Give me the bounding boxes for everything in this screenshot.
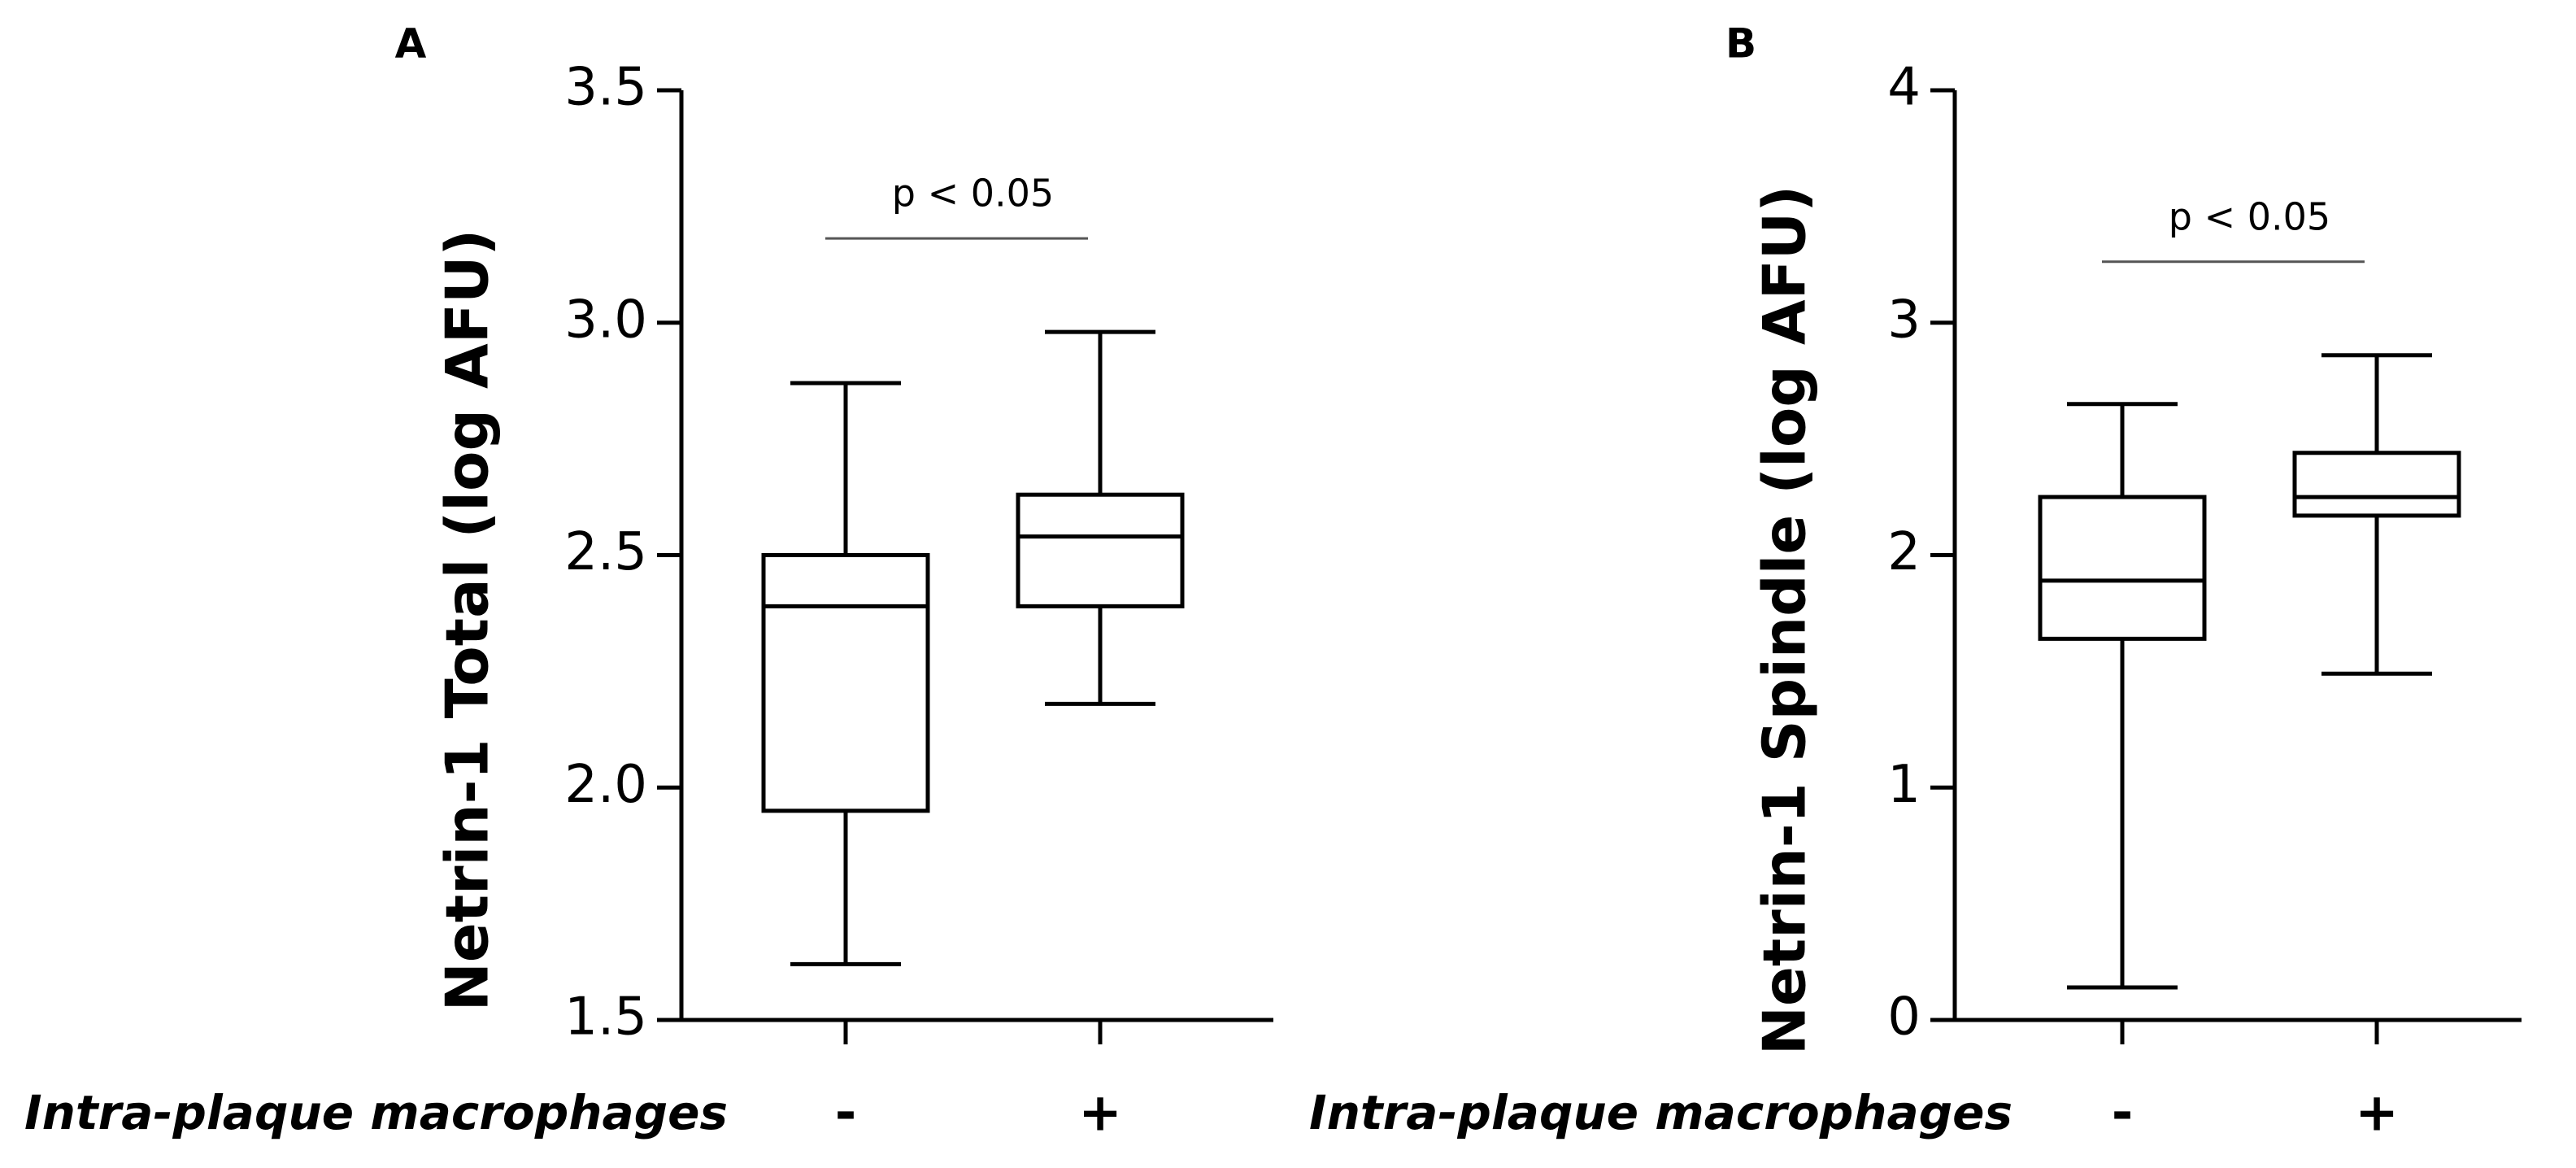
y-tick-label: 3 (1887, 290, 1921, 350)
box (1016, 492, 1185, 608)
y-tick-label: 0 (1887, 987, 1921, 1048)
x-tick-label: - (835, 1083, 857, 1144)
y-tick-label: 2 (1887, 522, 1921, 582)
y-axis-label: Netrin-1 Spindle (log AFU) (1751, 185, 1819, 1055)
box (2038, 495, 2207, 641)
panel-label: B (1725, 20, 1756, 68)
y-tick-label: 4 (1887, 58, 1921, 118)
y-axis-label: Netrin-1 Total (log AFU) (433, 229, 502, 1012)
x-tick-label: - (2112, 1083, 2134, 1144)
y-tick-label: 3.0 (564, 290, 647, 350)
x-tick-label: + (2355, 1083, 2399, 1144)
x-axis-label: Intra-plaque macrophages (24, 1085, 728, 1140)
panel-label: A (395, 20, 427, 68)
box (761, 553, 930, 813)
y-tick-label: 2.0 (564, 755, 647, 815)
annotation: p < 0.05 (2169, 194, 2330, 238)
annotation: p < 0.05 (892, 172, 1054, 216)
y-tick-label: 1 (1887, 755, 1921, 815)
x-tick-label: + (1078, 1083, 1122, 1144)
y-tick-label: 2.5 (564, 522, 647, 582)
y-tick-label: 3.5 (564, 58, 647, 118)
box (2292, 451, 2461, 518)
y-tick-label: 1.5 (564, 987, 647, 1048)
x-axis-label: Intra-plaque macrophages (1309, 1085, 2012, 1140)
